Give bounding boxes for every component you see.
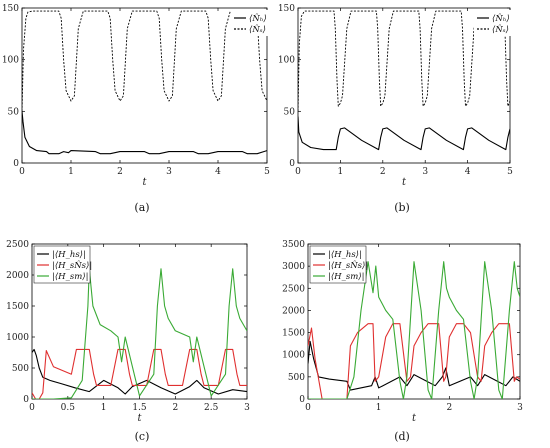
- x-axis-label: t: [137, 413, 142, 424]
- y-tick-label: 0: [289, 159, 295, 169]
- y-tick-label: 3000: [282, 262, 305, 272]
- legend-label: |⟨H_sm⟩|: [52, 272, 88, 282]
- y-tick-label: 2500: [6, 240, 29, 250]
- y-tick-label: 1500: [6, 302, 29, 312]
- x-tick-label: 1: [68, 167, 74, 177]
- series-line-2: [22, 10, 267, 112]
- legend-label: |⟨H_sm⟩|: [328, 272, 364, 282]
- x-tick-label: 2.5: [204, 403, 219, 413]
- y-tick-label: 150: [278, 4, 295, 14]
- x-axis-label: t: [142, 177, 147, 188]
- y-tick-label: 0: [13, 159, 19, 169]
- x-tick-label: 2: [117, 167, 123, 177]
- legend-label: |⟨H_sN̂s⟩|: [328, 259, 368, 271]
- x-tick-label: 0.5: [61, 403, 76, 413]
- legend-box: [231, 10, 287, 36]
- x-axis-label: t: [412, 413, 417, 424]
- series-line-2: [308, 323, 520, 399]
- y-tick-label: 50: [8, 107, 20, 117]
- y-tick-label: 1500: [282, 329, 305, 339]
- legend-label: ⟨N̂ₕ⟩: [492, 12, 510, 24]
- x-tick-label: 2: [172, 403, 178, 413]
- x-axis-label: t: [402, 177, 407, 188]
- y-tick-label: 150: [2, 4, 19, 14]
- x-tick-label: 5: [264, 167, 270, 177]
- y-tick-label: 0: [299, 395, 305, 405]
- x-tick-label: 0: [19, 167, 25, 177]
- series-line-1: [22, 111, 267, 155]
- caption-c: (c): [135, 430, 150, 443]
- series-line-2: [32, 348, 247, 399]
- x-tick-label: 3: [166, 167, 172, 177]
- x-tick-label: 1: [376, 403, 382, 413]
- legend-label: |⟨H_hs⟩|: [52, 250, 86, 260]
- y-tick-label: 2000: [282, 306, 305, 316]
- x-tick-label: 1.5: [132, 403, 147, 413]
- x-tick-label: 1: [101, 403, 107, 413]
- series-line-2: [298, 10, 510, 112]
- y-tick-label: 3500: [282, 240, 305, 250]
- plot-frame: [21, 7, 268, 164]
- series-line-1: [308, 340, 520, 391]
- legend-label: ⟨N̂ₕ⟩: [249, 12, 267, 24]
- y-tick-label: 1000: [6, 333, 29, 343]
- x-tick-label: 0: [295, 167, 301, 177]
- panel-d: 0 1 2 3 0 500 1000 1500 2000 2500 3000 3500 t |⟨H_hs⟩…: [282, 240, 523, 424]
- x-tick-label: 3: [517, 403, 523, 413]
- x-tick-label: 3: [422, 167, 428, 177]
- x-tick-label: 5: [507, 167, 513, 177]
- x-tick-label: 3: [244, 403, 250, 413]
- x-tick-label: 2: [446, 403, 452, 413]
- legend-label: ⟨N̂ₛ⟩: [492, 23, 509, 35]
- x-tick-label: 0: [305, 403, 311, 413]
- x-tick-label: 1: [338, 167, 344, 177]
- x-tick-label: 2: [380, 167, 386, 177]
- y-tick-label: 100: [278, 56, 295, 66]
- legend-label: |⟨H_hs⟩|: [328, 250, 362, 260]
- series-line-1: [298, 116, 510, 151]
- y-tick-label: 2500: [282, 284, 305, 294]
- y-tick-label: 1000: [282, 351, 305, 361]
- x-tick-label: 4: [465, 167, 471, 177]
- legend-label: ⟨N̂ₛ⟩: [249, 23, 266, 35]
- plot-frame: [297, 7, 511, 164]
- legend-box: [474, 10, 530, 36]
- caption-d: (d): [394, 430, 410, 443]
- y-tick-label: 100: [2, 56, 19, 66]
- series-line-1: [32, 348, 247, 395]
- x-tick-label: 0: [29, 403, 35, 413]
- caption-a: (a): [134, 201, 149, 214]
- y-tick-label: 500: [12, 364, 29, 374]
- plot-frame: [307, 243, 521, 400]
- y-tick-label: 50: [284, 107, 296, 117]
- series-line-3: [32, 268, 247, 399]
- legend-label: |⟨H_sN̂s⟩|: [52, 259, 92, 271]
- caption-b: (b): [394, 201, 410, 214]
- y-tick-label: 2000: [6, 271, 29, 281]
- x-tick-label: 4: [215, 167, 221, 177]
- y-tick-label: 500: [288, 373, 305, 383]
- series-line-3: [308, 261, 520, 399]
- y-tick-label: 0: [23, 395, 29, 405]
- panel-c: 0 0.5 1 1.5 2 2.5 3 0 500 1000 1500 2000 2500 t |⟨H_hs…: [6, 240, 250, 424]
